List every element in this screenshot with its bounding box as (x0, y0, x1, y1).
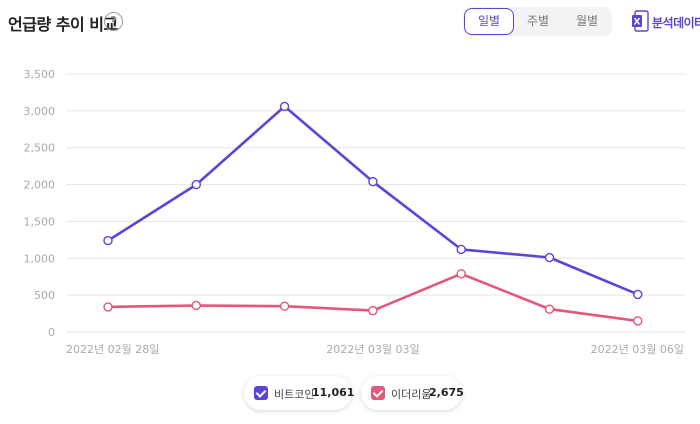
legend-label: 이더리움 (391, 388, 432, 401)
data-point[interactable] (279, 101, 290, 112)
period-toggle: 일별 주별 월별 (463, 7, 612, 36)
analysis-data-label: 분석데이터 (652, 16, 700, 30)
data-point[interactable] (633, 289, 643, 300)
legend-total: 11,061 (312, 386, 355, 399)
chart-header: 언급량 추이 비교 ? 일별 주별 월별 X 분석데이터 (0, 0, 700, 44)
data-point[interactable] (456, 244, 466, 255)
chart-legend: 비트코인 11,061 이더리움 2,675 (0, 376, 700, 410)
chart-series (103, 101, 643, 326)
data-point[interactable] (544, 252, 555, 263)
y-tick-label: 2,000 (24, 179, 56, 192)
data-point[interactable] (279, 301, 290, 311)
y-tick-label: 2,500 (24, 142, 56, 155)
checkbox-icon[interactable] (254, 386, 268, 400)
excel-icon-letter: X (634, 18, 641, 28)
data-point[interactable] (456, 269, 466, 279)
x-tick-label: 2022년 03월 06일 (591, 342, 684, 356)
y-tick-label: 1,500 (24, 215, 56, 228)
y-tick-label: 500 (34, 289, 55, 302)
checkbox-icon[interactable] (371, 386, 385, 400)
series-ethereum (103, 269, 643, 326)
legend-item-bitcoin[interactable]: 비트코인 11,061 (244, 376, 355, 410)
data-point[interactable] (368, 305, 378, 316)
help-icon[interactable]: ? (104, 12, 123, 31)
legend-total: 2,675 (429, 386, 464, 399)
series-line (106, 105, 640, 296)
data-point[interactable] (544, 304, 555, 314)
x-tick-label: 2022년 03월 03일 (326, 342, 419, 356)
excel-icon: X (632, 10, 649, 32)
x-tick-label: 2022년 02월 28일 (66, 342, 159, 356)
chart-title: 언급량 추이 비교 (8, 15, 118, 34)
tab-weekly[interactable]: 주별 (526, 14, 550, 28)
data-point[interactable] (103, 235, 113, 246)
legend-item-ethereum[interactable]: 이더리움 2,675 (361, 376, 464, 410)
y-tick-label: 1,000 (24, 252, 56, 265)
tab-monthly[interactable]: 월별 (575, 14, 599, 28)
chart-grid (66, 73, 686, 333)
series-bitcoin (103, 101, 643, 300)
data-point[interactable] (368, 176, 378, 187)
data-point[interactable] (191, 179, 202, 190)
data-point[interactable] (633, 316, 643, 326)
data-point[interactable] (191, 300, 202, 311)
x-axis-ticks: 2022년 02월 28일 2022년 03월 03일 2022년 03월 06일 (66, 342, 684, 356)
legend-label: 비트코인 (274, 388, 315, 401)
y-tick-label: 3,500 (24, 68, 56, 81)
y-axis-ticks: 0 500 1,000 1,500 2,000 2,500 3,000 3,500 (24, 68, 56, 339)
y-tick-label: 0 (48, 326, 55, 339)
data-point[interactable] (103, 302, 113, 312)
tab-daily[interactable]: 일별 (464, 8, 514, 35)
y-tick-label: 3,000 (24, 105, 56, 118)
